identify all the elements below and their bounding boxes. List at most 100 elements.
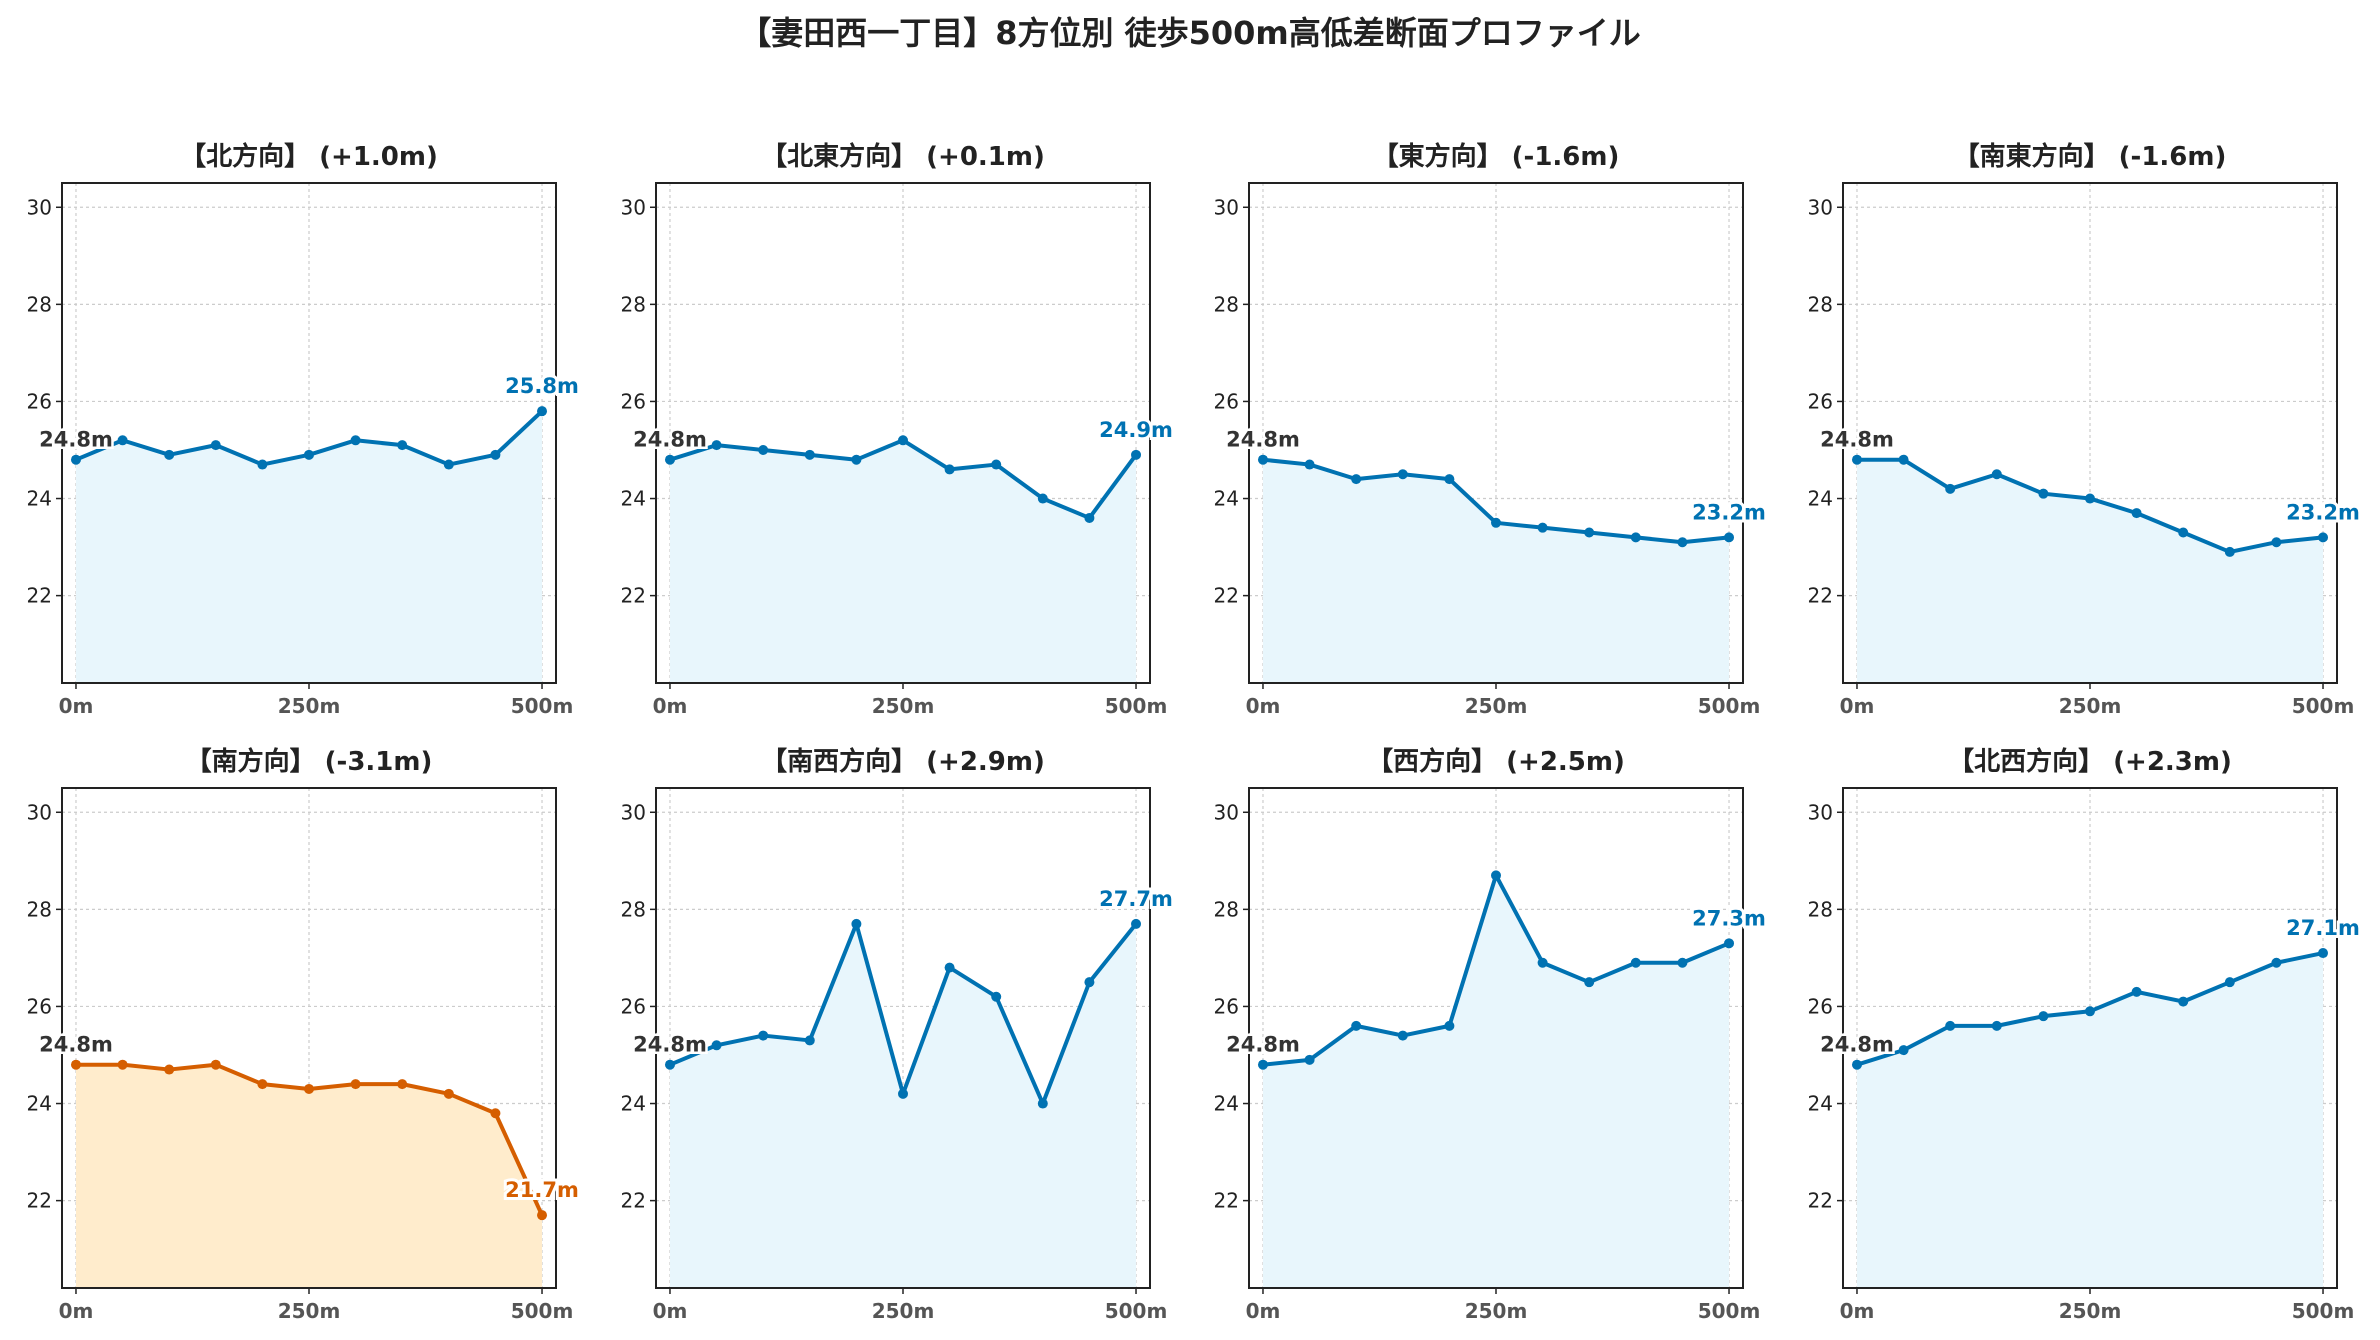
data-point: [991, 991, 1002, 1002]
data-point: [443, 1088, 454, 1099]
data-point: [537, 1210, 548, 1221]
data-point: [2178, 996, 2189, 1007]
start-value-label: 24.8m: [1820, 1033, 1894, 1057]
data-point: [1304, 1054, 1315, 1065]
data-point: [1257, 1059, 1268, 1070]
x-tick-label: 250m: [872, 1299, 935, 1323]
y-tick-label: 26: [1214, 389, 1239, 413]
data-point: [490, 1108, 501, 1119]
data-point: [1131, 449, 1142, 460]
data-point: [1991, 1020, 2002, 1031]
y-tick-label: 24: [27, 1092, 52, 1116]
data-point: [1724, 938, 1735, 949]
data-point: [1945, 1020, 1956, 1031]
x-tick-label: 500m: [2292, 694, 2355, 718]
data-point: [944, 962, 955, 973]
data-point: [711, 440, 722, 451]
data-point: [1037, 1098, 1048, 1109]
panel-4: 【南方向】 (-3.1m) 22 24 26 28 30 0m 250m 500m 24.8m 21…: [27, 746, 582, 1323]
panel-title: 【北東方向】 (+0.1m): [761, 141, 1045, 172]
x-tick-label: 500m: [1698, 694, 1761, 718]
y-tick-label: 22: [1808, 1189, 1833, 1213]
data-point: [1945, 483, 1956, 494]
data-point: [350, 1079, 361, 1090]
data-point: [1898, 454, 1909, 465]
panel-7: 【北西方向】 (+2.3m) 22 24 26 28 30 0m 250m 500m 24.8m 2…: [1808, 746, 2363, 1323]
x-tick-label: 250m: [2059, 1299, 2122, 1323]
data-point: [851, 918, 862, 929]
data-point: [758, 1030, 769, 1041]
data-point: [1630, 532, 1641, 543]
data-point: [1304, 459, 1315, 470]
data-point: [2224, 546, 2235, 557]
data-point: [2318, 532, 2329, 543]
y-tick-label: 22: [621, 584, 646, 608]
data-point: [117, 435, 128, 446]
x-tick-label: 0m: [59, 1299, 94, 1323]
end-value-label: 27.3m: [1692, 906, 1766, 930]
start-value-label: 24.8m: [39, 428, 113, 452]
area-fill: [75, 1064, 543, 1288]
data-point: [1037, 493, 1048, 504]
y-tick-label: 30: [621, 800, 646, 824]
data-point: [2271, 537, 2282, 548]
y-tick-label: 28: [1808, 292, 1833, 316]
end-value-label: 21.7m: [505, 1178, 579, 1202]
y-tick-label: 24: [621, 1092, 646, 1116]
data-point: [2131, 986, 2142, 997]
y-tick-label: 28: [621, 292, 646, 316]
data-point: [758, 444, 769, 455]
data-point: [944, 464, 955, 475]
panel-title: 【南東方向】 (-1.6m): [1954, 141, 2227, 172]
data-point: [2271, 957, 2282, 968]
x-tick-label: 500m: [511, 1299, 574, 1323]
end-value-label: 24.9m: [1099, 418, 1173, 442]
data-point: [70, 454, 81, 465]
data-point: [1084, 512, 1095, 523]
x-tick-label: 250m: [2059, 694, 2122, 718]
data-point: [443, 459, 454, 470]
y-tick-label: 30: [1808, 800, 1833, 824]
y-tick-label: 30: [1808, 195, 1833, 219]
data-point: [1584, 977, 1595, 988]
x-tick-label: 250m: [1465, 694, 1528, 718]
y-tick-label: 26: [1214, 994, 1239, 1018]
y-tick-label: 22: [621, 1189, 646, 1213]
data-point: [257, 459, 268, 470]
x-tick-label: 0m: [653, 694, 688, 718]
data-point: [1851, 454, 1862, 465]
area-fill: [1262, 459, 1730, 683]
x-tick-label: 500m: [1698, 1299, 1761, 1323]
y-tick-label: 22: [27, 1189, 52, 1213]
panel-title: 【北西方向】 (+2.3m): [1948, 746, 2232, 777]
data-point: [2318, 948, 2329, 959]
x-tick-label: 250m: [278, 1299, 341, 1323]
panel-2: 【東方向】 (-1.6m) 22 24 26 28 30 0m 250m 500m 24.8m 23…: [1214, 141, 1769, 718]
data-point: [1351, 474, 1362, 485]
end-value-label: 23.2m: [2286, 500, 2360, 524]
start-value-label: 24.8m: [1226, 428, 1300, 452]
data-point: [1898, 1045, 1909, 1056]
end-value-label: 27.1m: [2286, 916, 2360, 940]
panel-title: 【西方向】 (+2.5m): [1367, 746, 1625, 777]
y-tick-label: 26: [27, 994, 52, 1018]
y-tick-label: 24: [1214, 487, 1239, 511]
end-value-label: 23.2m: [1692, 500, 1766, 524]
data-point: [2131, 508, 2142, 519]
end-value-label: 25.8m: [505, 374, 579, 398]
data-point: [210, 1059, 221, 1070]
panel-0: 【北方向】 (+1.0m) 22 24 26 28 30 0m 250m 500m 24.8m 25…: [27, 141, 582, 718]
data-point: [991, 459, 1002, 470]
data-point: [664, 454, 675, 465]
y-tick-label: 24: [1808, 487, 1833, 511]
data-point: [164, 1064, 175, 1075]
data-point: [2038, 1011, 2049, 1022]
panel-title: 【南方向】 (-3.1m): [186, 746, 433, 777]
data-point: [804, 449, 815, 460]
data-point: [117, 1059, 128, 1070]
start-value-label: 24.8m: [39, 1033, 113, 1057]
y-tick-label: 26: [1808, 994, 1833, 1018]
data-point: [397, 440, 408, 451]
data-point: [1677, 537, 1688, 548]
data-point: [1491, 517, 1501, 528]
